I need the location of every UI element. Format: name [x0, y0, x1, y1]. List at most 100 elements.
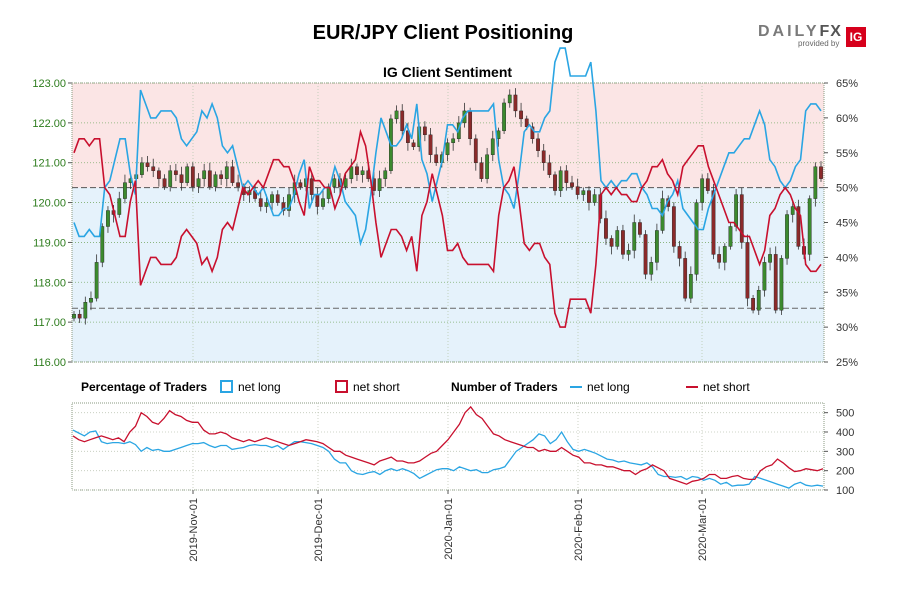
price-candle [422, 126, 427, 136]
price-candle [377, 178, 382, 191]
price-candle [94, 262, 99, 299]
price-candle [643, 234, 648, 275]
price-candle [700, 178, 705, 203]
price-candle [332, 178, 337, 187]
pct-axis-tick-label: 30% [836, 322, 858, 334]
price-candle [694, 202, 699, 275]
price-candle [751, 298, 755, 311]
price-candle [406, 130, 410, 143]
price-candle [298, 182, 303, 187]
price-candle [541, 150, 546, 163]
price-candle [224, 166, 229, 179]
price-candle [349, 166, 354, 179]
pct-axis-tick-label: 35% [836, 287, 858, 299]
traders-axis-tick-label: 300 [836, 446, 854, 458]
price-candle [615, 230, 620, 247]
price-candle [524, 118, 529, 128]
price-axis-tick-label: 122.00 [32, 118, 66, 130]
pct-axis-tick-label: 60% [836, 113, 858, 125]
pct-axis-tick-label: 55% [836, 148, 858, 160]
price-axis-tick-label: 121.00 [32, 158, 66, 170]
legend-percentage-title: Percentage of Traders [81, 380, 208, 394]
price-candle [485, 154, 489, 179]
price-candle [671, 206, 676, 247]
price-axis-tick-label: 123.00 [32, 78, 66, 90]
legend-num-long: net long [570, 380, 630, 396]
traders-axis-tick-label: 100 [836, 485, 854, 497]
price-candle [400, 110, 405, 132]
price-candle [411, 142, 416, 147]
date-axis-tick-label: 2019-Nov-01 [188, 498, 200, 562]
price-candle [570, 182, 574, 187]
price-candle [564, 170, 569, 183]
price-candle [507, 94, 512, 104]
price-candle [309, 178, 314, 195]
price-candle [321, 198, 325, 207]
price-candle [490, 138, 495, 155]
legend-long-swatch-icon [220, 380, 233, 393]
traders-axis-tick-label: 400 [836, 427, 854, 439]
price-candle [179, 174, 184, 183]
price-candle [813, 166, 818, 199]
price-candle [173, 170, 178, 175]
price-candle [807, 198, 812, 255]
legend-pct-long: net long [220, 380, 281, 396]
dailyfx-logo: DAILYFX provided by IG [758, 22, 868, 50]
price-candle [655, 230, 659, 263]
net-short-traders-line [72, 405, 824, 485]
price-candle [756, 290, 761, 311]
price-candle [479, 162, 484, 179]
price-candle [773, 254, 778, 311]
price-candle [536, 138, 540, 151]
main-plot-frame [71, 82, 825, 363]
price-candle [394, 110, 399, 120]
price-candle [553, 174, 557, 191]
net-long-pct-line [73, 47, 822, 247]
price-axis-tick-label: 119.00 [33, 237, 66, 249]
price-candle [185, 166, 190, 183]
price-candle [626, 250, 631, 255]
price-candle [213, 174, 218, 187]
price-candle [428, 134, 433, 155]
price-candle [745, 242, 750, 299]
price-candle [89, 298, 93, 303]
price-candle [270, 194, 274, 203]
net-short-pct-line [73, 128, 822, 328]
price-candle [638, 222, 642, 235]
price-candle [202, 170, 207, 179]
price-candle [604, 218, 608, 239]
price-candle [162, 178, 167, 187]
legend-pct-short: net short [335, 380, 400, 396]
price-candle [275, 194, 280, 203]
price-candle [468, 110, 473, 140]
price-candle [502, 102, 506, 132]
price-candle [592, 194, 597, 203]
price-candle [762, 262, 767, 291]
price-candle [207, 170, 212, 187]
price-candle [83, 302, 88, 319]
price-candle [519, 110, 523, 120]
price-candle [383, 170, 388, 179]
legend-num-short: net short [686, 380, 750, 396]
price-axis-tick-label: 120.00 [32, 198, 66, 210]
price-candle [683, 258, 688, 299]
legend-long-line-icon [570, 386, 582, 388]
price-axis-tick-label: 116.00 [33, 357, 66, 369]
price-candle [473, 138, 478, 163]
price-candle [264, 202, 269, 207]
price-candle [739, 194, 744, 243]
price-candle [258, 198, 263, 207]
pct-axis-tick-label: 45% [836, 218, 858, 230]
price-candle [819, 166, 823, 179]
ig-logo-badge: IG [846, 27, 866, 47]
price-candle [315, 194, 320, 207]
price-candle [547, 162, 552, 175]
price-candle [72, 313, 76, 319]
price-candle [785, 214, 789, 259]
price-candle [581, 190, 586, 195]
price-candle [587, 190, 591, 203]
price-candle [790, 206, 795, 215]
price-candle [355, 166, 359, 175]
price-candle [575, 186, 580, 195]
